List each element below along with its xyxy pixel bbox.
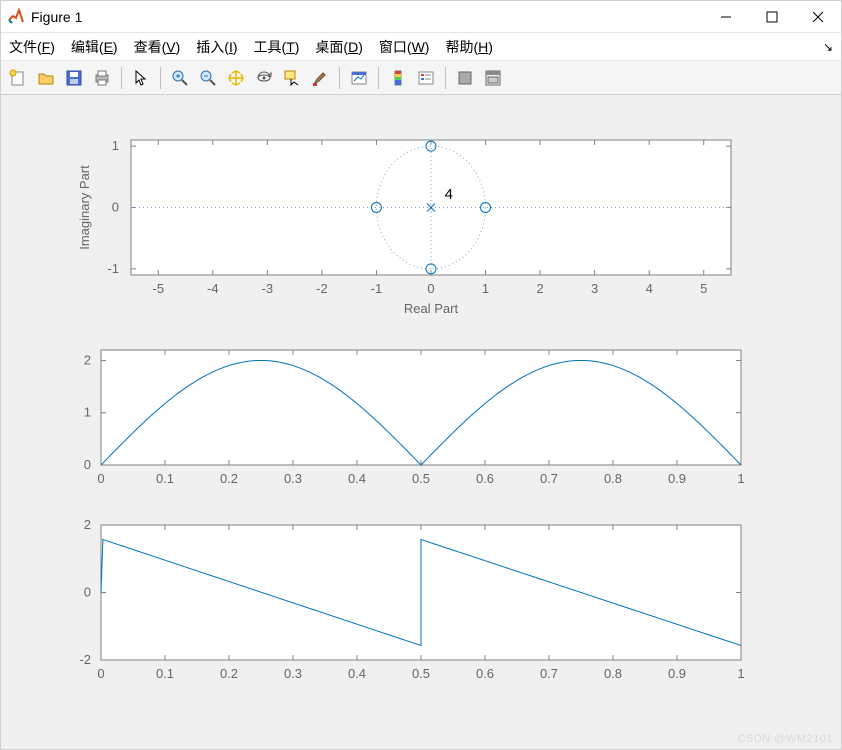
menu-edit[interactable]: 编辑(E) xyxy=(71,37,118,57)
figure-canvas[interactable]: -5 -4 -3 -2 -1 0 1 2 3 4 5 -1 0 1 Real Part Imaginary P… xyxy=(1,95,841,749)
toolbar-separator xyxy=(121,67,122,89)
svg-text:0: 0 xyxy=(112,200,119,215)
rotate3d-icon[interactable] xyxy=(251,65,277,91)
titlebar: Figure 1 xyxy=(1,1,841,33)
svg-text:-3: -3 xyxy=(262,281,274,296)
svg-text:0.4: 0.4 xyxy=(348,666,366,681)
toolbar-separator xyxy=(339,67,340,89)
svg-text:Real Part: Real Part xyxy=(404,301,459,316)
new-figure-icon[interactable] xyxy=(5,65,31,91)
svg-text:0.1: 0.1 xyxy=(156,666,174,681)
zoom-in-icon[interactable] xyxy=(167,65,193,91)
svg-text:0: 0 xyxy=(84,585,91,600)
menu-insert[interactable]: 插入(I) xyxy=(196,37,237,57)
toolbar-separator xyxy=(378,67,379,89)
menu-view[interactable]: 查看(V) xyxy=(134,37,181,57)
svg-text:-1: -1 xyxy=(371,281,383,296)
window-title: Figure 1 xyxy=(31,9,82,25)
svg-text:1: 1 xyxy=(112,138,119,153)
svg-text:0.9: 0.9 xyxy=(668,666,686,681)
svg-text:0: 0 xyxy=(97,666,104,681)
pan-icon[interactable] xyxy=(223,65,249,91)
data-cursor-icon[interactable] xyxy=(279,65,305,91)
svg-text:0.8: 0.8 xyxy=(604,666,622,681)
svg-text:2: 2 xyxy=(84,517,91,532)
plot-svg: -5 -4 -3 -2 -1 0 1 2 3 4 5 -1 0 1 Real Part Imaginary P… xyxy=(1,95,841,747)
open-icon[interactable] xyxy=(33,65,59,91)
svg-text:0.8: 0.8 xyxy=(604,471,622,486)
svg-text:0: 0 xyxy=(84,457,91,472)
menu-file[interactable]: 文件(F) xyxy=(9,37,55,57)
svg-text:0.3: 0.3 xyxy=(284,666,302,681)
svg-text:1: 1 xyxy=(482,281,489,296)
zoom-out-icon[interactable] xyxy=(195,65,221,91)
svg-text:3: 3 xyxy=(591,281,598,296)
menu-help[interactable]: 帮助(H) xyxy=(445,37,492,57)
hide-tools-icon[interactable] xyxy=(452,65,478,91)
svg-text:-5: -5 xyxy=(152,281,164,296)
toolbar xyxy=(1,61,841,95)
minimize-button[interactable] xyxy=(703,1,749,33)
svg-text:Imaginary Part: Imaginary Part xyxy=(77,165,92,250)
close-button[interactable] xyxy=(795,1,841,33)
svg-text:0.6: 0.6 xyxy=(476,666,494,681)
svg-text:0.5: 0.5 xyxy=(412,666,430,681)
svg-text:-2: -2 xyxy=(316,281,328,296)
colorbar-icon[interactable] xyxy=(385,65,411,91)
link-data-icon[interactable] xyxy=(346,65,372,91)
svg-text:0.4: 0.4 xyxy=(348,471,366,486)
svg-text:0.1: 0.1 xyxy=(156,471,174,486)
svg-text:0.7: 0.7 xyxy=(540,666,558,681)
svg-text:0.3: 0.3 xyxy=(284,471,302,486)
maximize-button[interactable] xyxy=(749,1,795,33)
dock-icon[interactable] xyxy=(480,65,506,91)
svg-text:2: 2 xyxy=(536,281,543,296)
svg-text:0: 0 xyxy=(97,471,104,486)
svg-text:1: 1 xyxy=(84,405,91,420)
svg-text:5: 5 xyxy=(700,281,707,296)
svg-text:0.2: 0.2 xyxy=(220,471,238,486)
menu-window[interactable]: 窗口(W) xyxy=(379,37,430,57)
svg-text:-2: -2 xyxy=(79,652,91,667)
menubar: 文件(F) 编辑(E) 查看(V) 插入(I) 工具(T) 桌面(D) 窗口(W… xyxy=(1,33,841,61)
menu-tools[interactable]: 工具(T) xyxy=(254,37,300,57)
menu-desktop[interactable]: 桌面(D) xyxy=(315,37,362,57)
matlab-icon xyxy=(7,8,25,26)
svg-text:0.5: 0.5 xyxy=(412,471,430,486)
svg-text:0.9: 0.9 xyxy=(668,471,686,486)
svg-text:1: 1 xyxy=(737,471,744,486)
toolbar-separator xyxy=(160,67,161,89)
svg-text:0.2: 0.2 xyxy=(220,666,238,681)
menubar-overflow-icon[interactable]: ↘ xyxy=(823,40,833,54)
svg-text:-4: -4 xyxy=(207,281,219,296)
pointer-icon[interactable] xyxy=(128,65,154,91)
svg-text:0.7: 0.7 xyxy=(540,471,558,486)
legend-icon[interactable] xyxy=(413,65,439,91)
svg-text:2: 2 xyxy=(84,352,91,367)
svg-text:1: 1 xyxy=(737,666,744,681)
svg-text:0.6: 0.6 xyxy=(476,471,494,486)
svg-text:0: 0 xyxy=(427,281,434,296)
toolbar-separator xyxy=(445,67,446,89)
svg-text:4: 4 xyxy=(646,281,653,296)
svg-text:4: 4 xyxy=(445,186,453,203)
svg-text:-1: -1 xyxy=(107,261,119,276)
watermark: CSDN @WM2101 xyxy=(738,733,833,745)
print-icon[interactable] xyxy=(89,65,115,91)
figure-window: Figure 1 文件(F) 编辑(E) 查看(V) 插入(I) 工具(T) 桌… xyxy=(0,0,842,750)
save-icon[interactable] xyxy=(61,65,87,91)
brush-icon[interactable] xyxy=(307,65,333,91)
